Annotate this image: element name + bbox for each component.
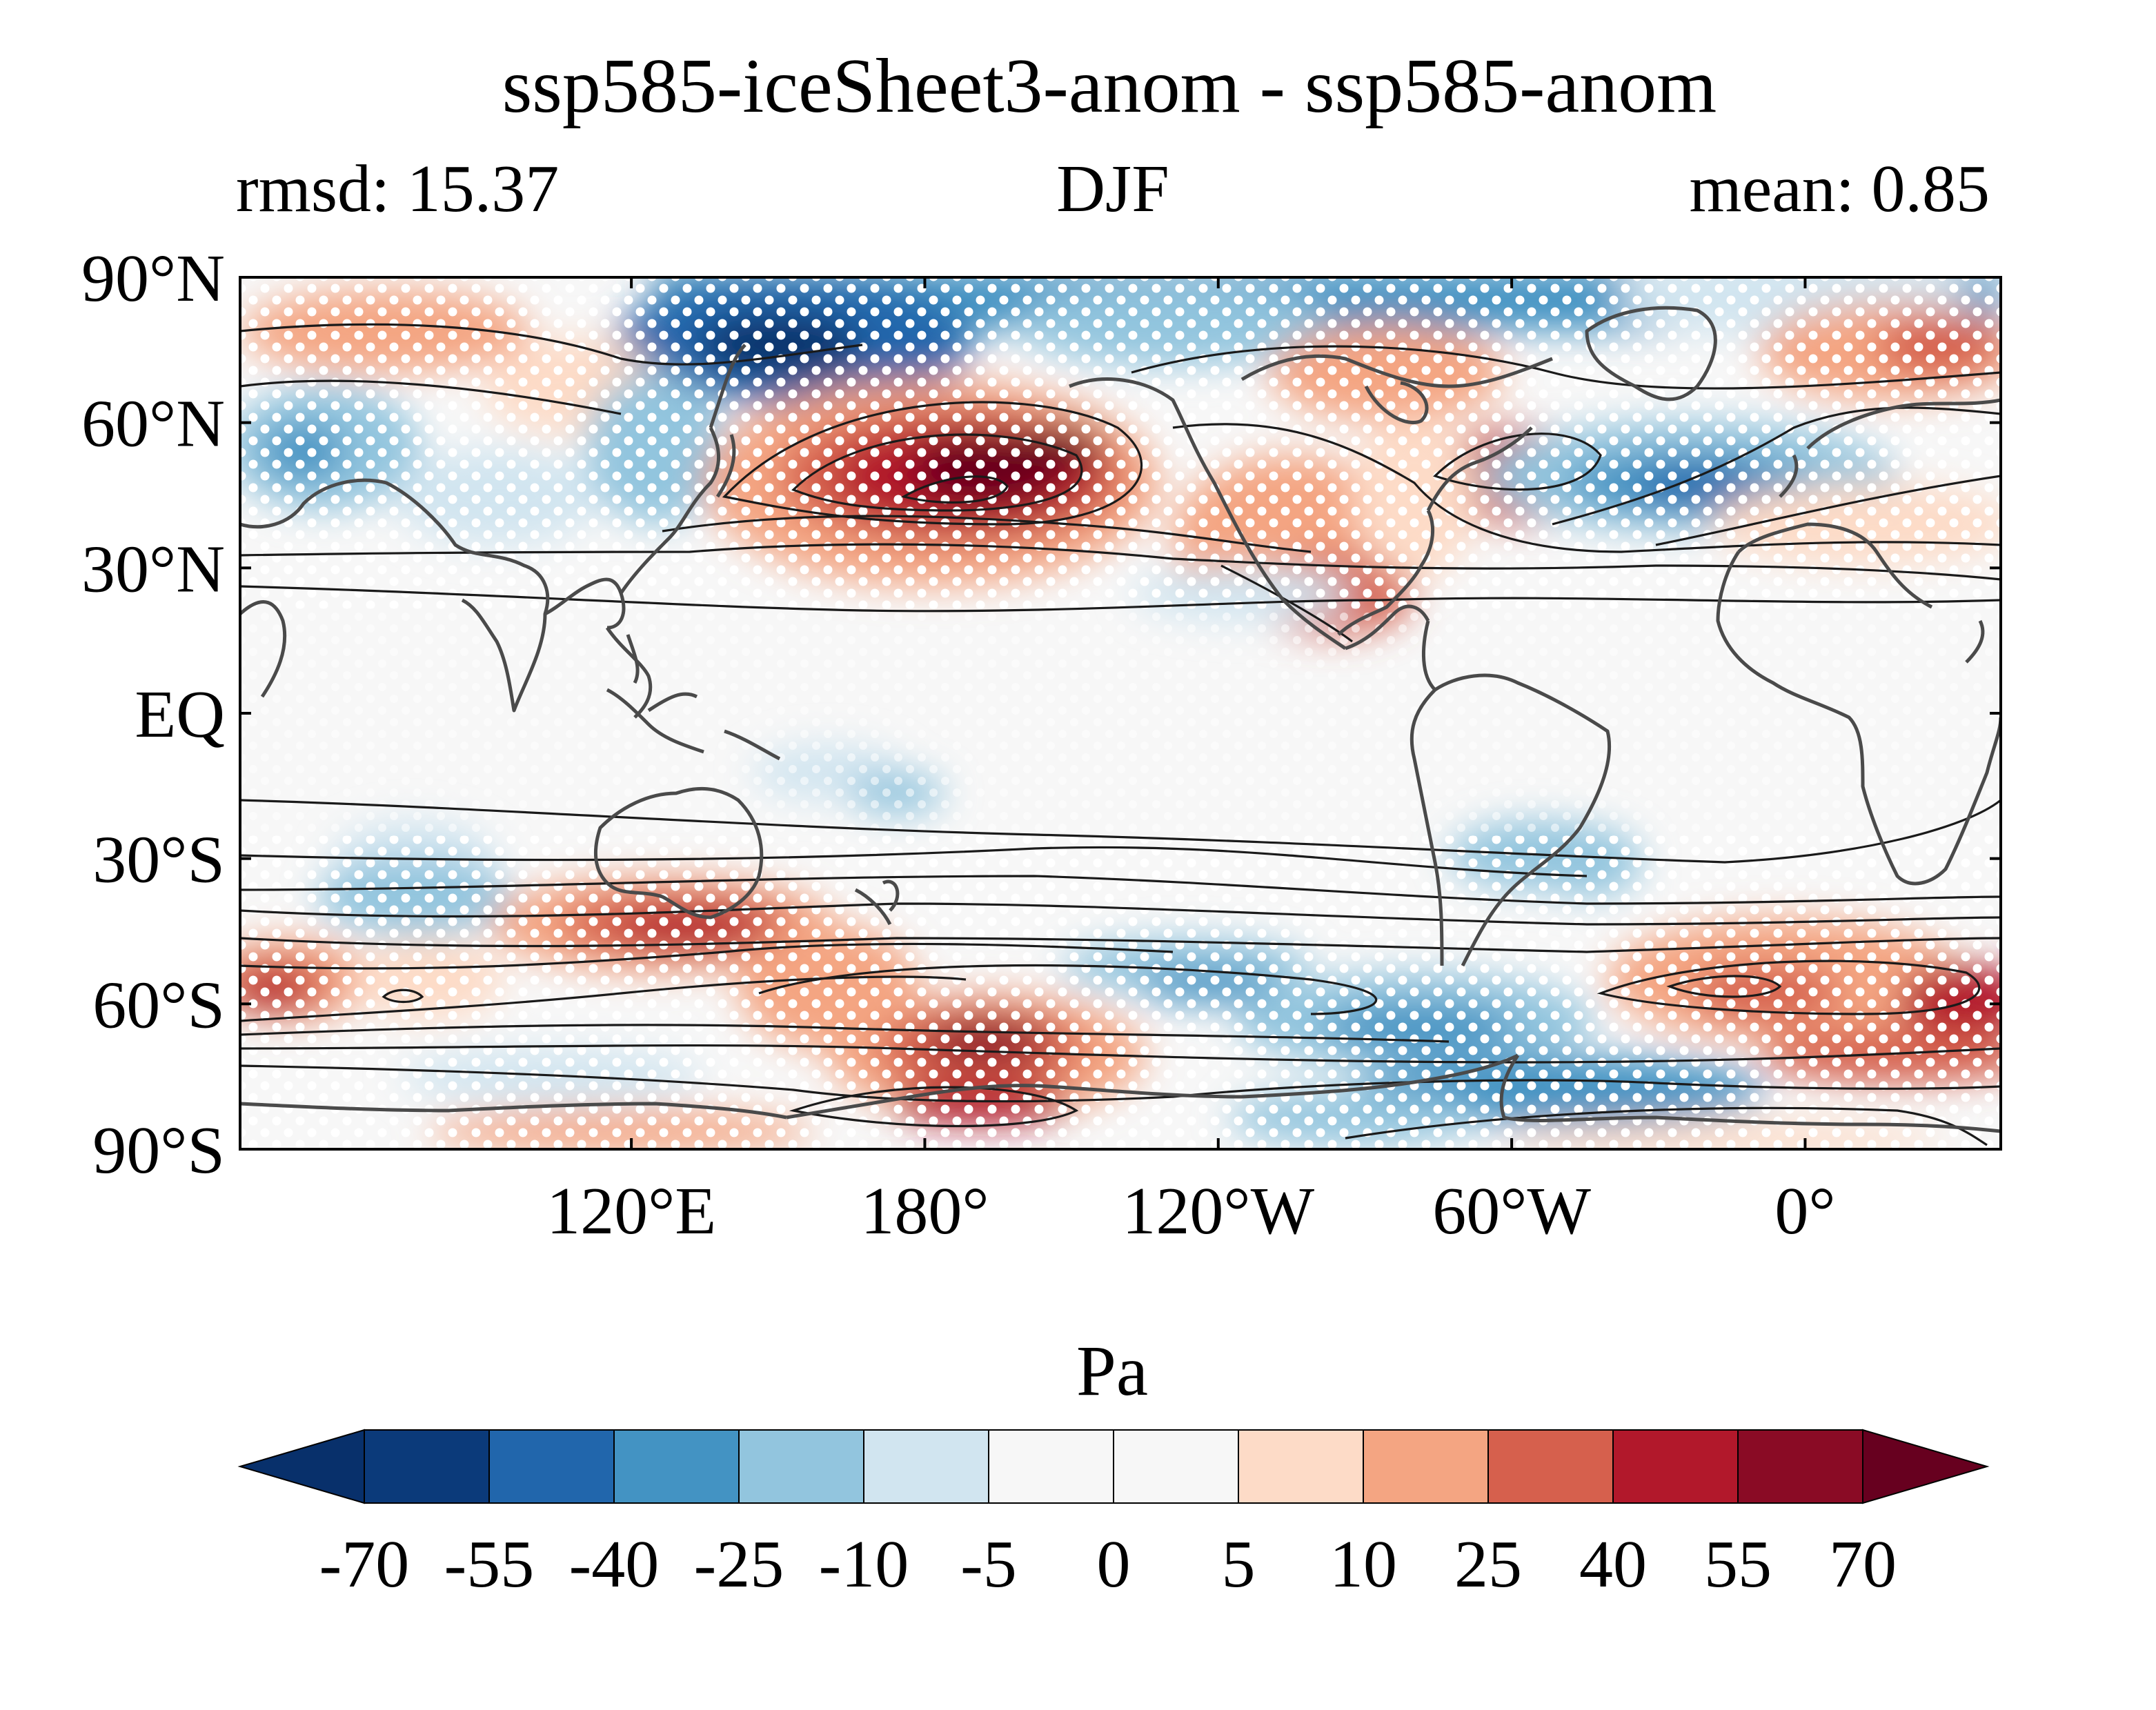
- lat-tick-label: 90°S: [92, 1113, 225, 1188]
- lon-tick-label: 0°: [1774, 1174, 1835, 1249]
- significance-stipple: [240, 277, 2001, 1149]
- season-label: DJF: [1056, 152, 1169, 226]
- colorbar-extend-low: [237, 1429, 365, 1504]
- lon-tick-label: 120°E: [546, 1174, 716, 1249]
- colorbar-segment: [1737, 1429, 1863, 1504]
- lon-tick-label: 60°W: [1432, 1174, 1591, 1249]
- axis-ticks: [240, 276, 2001, 1151]
- colorbar-tick-label: -25: [694, 1527, 784, 1602]
- map-panel: [240, 277, 2001, 1149]
- colorbar-segment: [613, 1429, 740, 1504]
- rmsd-label: rmsd: 15.37: [236, 152, 559, 226]
- lat-tick-label: EQ: [135, 677, 225, 752]
- lon-tick-label: 120°W: [1122, 1174, 1314, 1249]
- colorbar-tick-label: 0: [1097, 1527, 1131, 1602]
- colorbar-tick-label: -10: [819, 1527, 909, 1602]
- colorbar-segment: [1487, 1429, 1614, 1504]
- colorbar-segment: [364, 1429, 490, 1504]
- lat-tick-label: 60°N: [81, 387, 225, 461]
- plot-title: ssp585-iceSheet3-anom - ssp585-anom: [502, 43, 1717, 129]
- coastlines: [240, 306, 2001, 1133]
- colorbar: [237, 1429, 1990, 1504]
- colorbar-tick-label: -40: [569, 1527, 660, 1602]
- lat-tick-label: 30°N: [81, 532, 225, 606]
- lat-tick-label: 60°S: [92, 968, 225, 1042]
- colorbar-segment: [1363, 1429, 1489, 1504]
- colorbar-tick-label: 55: [1704, 1527, 1772, 1602]
- colorbar-segment: [1238, 1429, 1364, 1504]
- colorbar-segment: [988, 1429, 1114, 1504]
- colorbar-tick-label: 10: [1329, 1527, 1397, 1602]
- colorbar-extend-high: [1862, 1429, 1990, 1504]
- colorbar-segment: [1113, 1429, 1239, 1504]
- lon-tick-label: 180°: [860, 1174, 989, 1249]
- colorbar-tick-label: 40: [1579, 1527, 1647, 1602]
- colorbar-tick-label: 70: [1829, 1527, 1897, 1602]
- colorbar-tick-label: 25: [1454, 1527, 1522, 1602]
- lat-tick-label: 30°S: [92, 823, 225, 897]
- colorbar-segment: [1612, 1429, 1739, 1504]
- lat-tick-label: 90°N: [81, 241, 225, 316]
- colorbar-tick-labels: -70 -55 -40 -25 -10 -5 0 5 10 25 40 55 70: [319, 1527, 1897, 1602]
- colorbar-segment: [863, 1429, 989, 1504]
- colorbar-tick-label: -55: [444, 1527, 535, 1602]
- climatology-contours: [240, 323, 2001, 1146]
- mean-label: mean: 0.85: [1690, 152, 1990, 226]
- colorbar-label: Pa: [1076, 1331, 1148, 1411]
- axis-tick-labels: 90°N 60°N 30°N EQ 30°S 60°S 90°S 120°E 180° 120°W…: [81, 241, 1836, 1249]
- colorbar-segment: [738, 1429, 864, 1504]
- colorbar-tick-label: -70: [319, 1527, 410, 1602]
- colorbar-tick-label: -5: [960, 1527, 1017, 1602]
- colorbar-tick-label: 5: [1222, 1527, 1256, 1602]
- colorbar-segment: [488, 1429, 615, 1504]
